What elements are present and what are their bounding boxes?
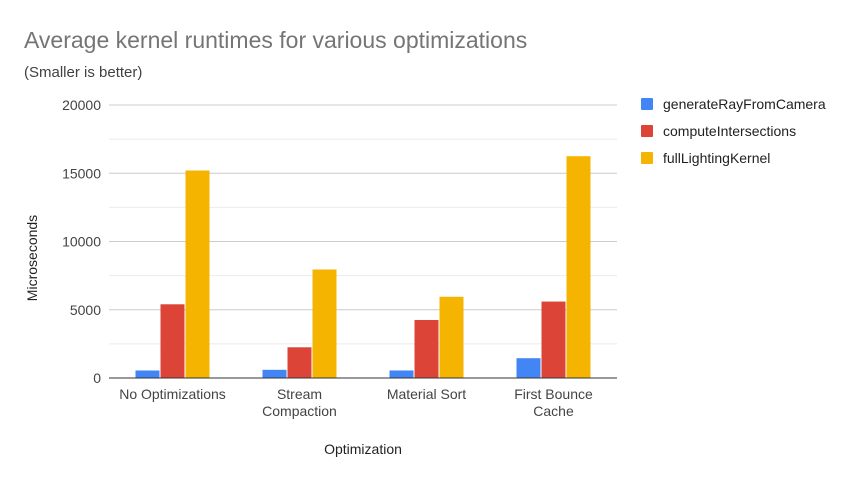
y-axis-label: Microseconds [24,215,40,301]
y-tick-label: 20000 [62,97,101,113]
x-axis-label: Optimization [324,441,402,457]
bar-computeIntersections [287,347,312,378]
legend-swatch [641,152,653,164]
y-tick-label: 0 [93,370,101,386]
bar-generateRayFromCamera [262,369,287,378]
bar-computeIntersections [414,319,439,378]
bar-generateRayFromCamera [135,370,160,378]
bars [135,156,591,378]
bar-fullLightingKernel [439,296,464,378]
bar-computeIntersections [160,304,185,378]
bar-computeIntersections [541,301,566,378]
bar-generateRayFromCamera [516,358,541,378]
legend: generateRayFromCamera computeIntersection… [641,96,826,166]
x-tick-label: First Bounce Cache [514,386,593,419]
y-tick-label: 10000 [62,234,101,250]
legend-label: generateRayFromCamera [663,96,826,112]
legend-swatch [641,98,653,110]
legend-swatch [641,125,653,137]
gridlines [109,104,617,345]
bar-fullLightingKernel [566,156,591,378]
x-axis-ticks: No Optimizations Stream Compaction Material… [119,386,593,419]
x-tick-label: Material Sort [387,386,466,402]
bar-fullLightingKernel [185,170,210,378]
y-axis-ticks: 0 5000 10000 15000 20000 [62,97,101,386]
bar-fullLightingKernel [312,269,337,378]
y-tick-label: 5000 [70,302,101,318]
legend-label: fullLightingKernel [663,150,770,166]
legend-label: computeIntersections [663,123,796,139]
x-tick-label: Stream Compaction [262,386,337,419]
chart-subtitle: (Smaller is better) [24,64,142,81]
y-tick-label: 15000 [62,165,101,181]
bar-generateRayFromCamera [389,370,414,378]
x-tick-label: No Optimizations [119,386,226,402]
chart-title: Average kernel runtimes for various opti… [24,27,527,53]
